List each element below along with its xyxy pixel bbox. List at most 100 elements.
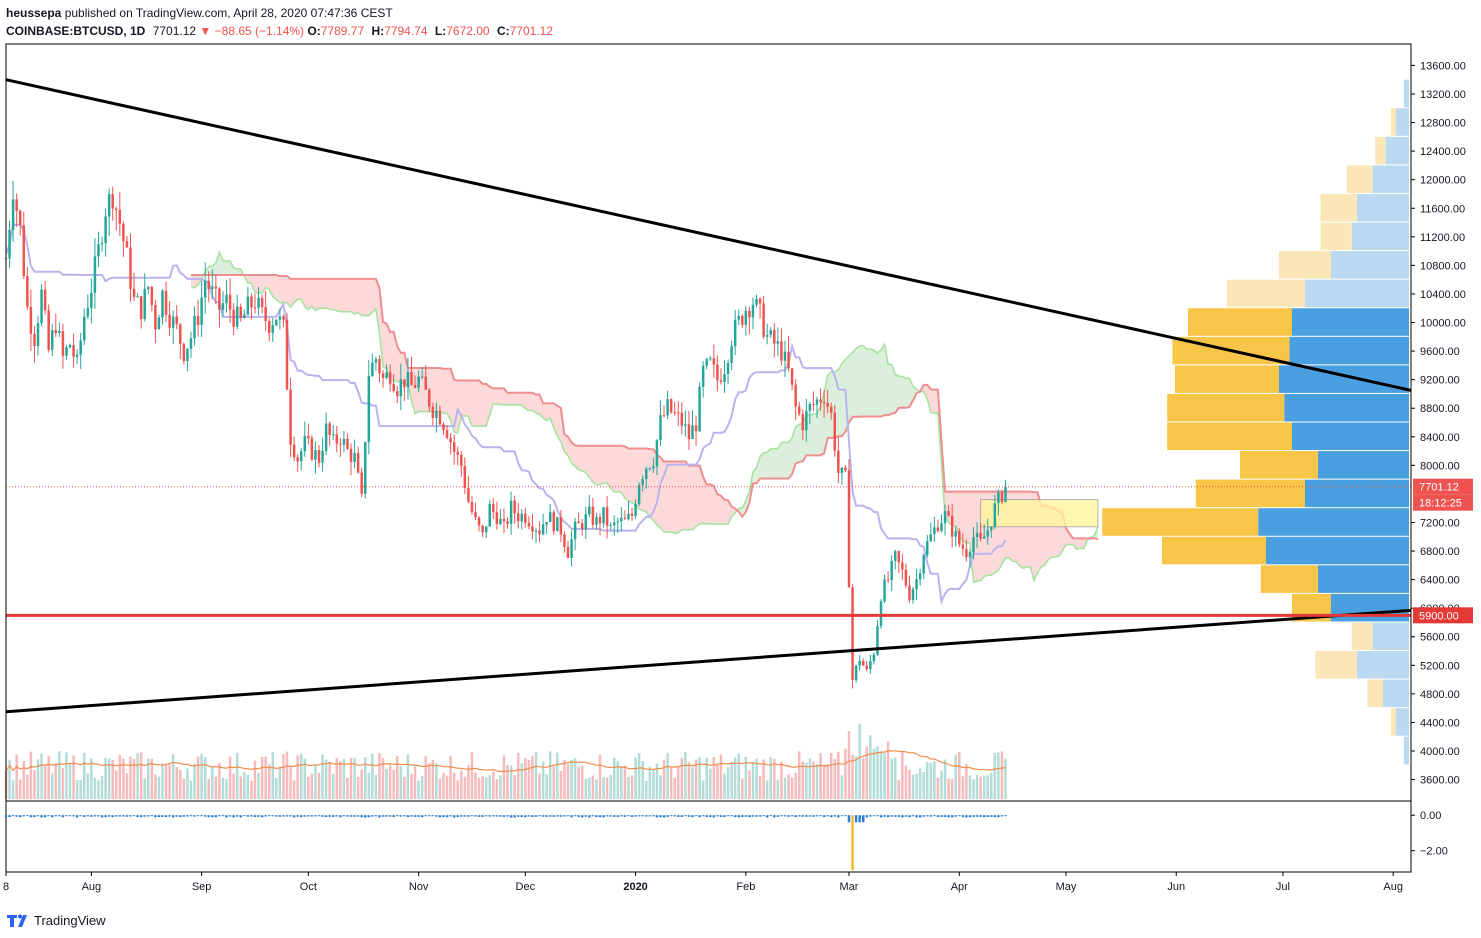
oscillator-bar (47, 815, 50, 817)
vp-down-bar (1175, 365, 1279, 393)
vp-up-bar (1305, 279, 1409, 308)
volume-bar (723, 773, 726, 799)
oscillator-bar (861, 815, 865, 823)
volume-bar (993, 752, 997, 799)
vp-down-bar (1367, 679, 1383, 708)
oscillator-bar (513, 815, 516, 818)
volume-bar (890, 758, 893, 799)
candle-body (869, 661, 872, 670)
symbol-label[interactable]: COINBASE:BTCUSD, 1D (6, 24, 146, 38)
volume-bar (627, 777, 630, 799)
candle-body (470, 501, 474, 512)
plot-frame (5, 43, 1412, 873)
candle-body (541, 524, 545, 535)
oscillator-bar (18, 815, 22, 818)
oscillator-bar (381, 815, 385, 817)
published-text: published on TradingView.com, April 28, … (64, 6, 393, 20)
volume-bar (1000, 751, 1004, 799)
candle-body (11, 199, 15, 230)
volume-bar (339, 761, 342, 799)
volume-bar (979, 776, 982, 799)
candle-body (570, 539, 573, 558)
oscillator-bar (360, 815, 363, 818)
volume-bar (435, 763, 438, 799)
candle-body (872, 654, 876, 662)
volume-bar (563, 759, 566, 799)
oscillator-bar (431, 815, 435, 817)
osc-tick-label: −2.00 (1420, 846, 1448, 858)
volume-bar (26, 774, 29, 799)
volume-bar (755, 758, 758, 799)
volume-bar (573, 758, 577, 799)
oscillator-bar (129, 815, 132, 817)
oscillator-bar (765, 815, 769, 818)
oscillator-bar (847, 815, 851, 823)
vp-down-bar (1102, 508, 1259, 536)
time-axis: 8 Aug Sep Oct Nov Dec 2020 Feb Mar Apr May Jun Jul Au… (3, 872, 1403, 893)
candle-body (118, 209, 122, 224)
oscillator-bar (548, 815, 552, 817)
volume-bar (662, 759, 666, 799)
candle-body (157, 317, 161, 330)
last-price-label: 7701.12 (1419, 482, 1459, 494)
low-value: 7672.00 (446, 24, 490, 38)
volume-bar (107, 758, 111, 799)
volume-bar (282, 754, 285, 799)
price-tick-label: 4000.00 (1420, 746, 1460, 758)
candle-body (40, 289, 43, 324)
oscillator-bar (61, 815, 65, 818)
oscillator-bar (314, 815, 317, 817)
oscillator-bar (737, 815, 740, 818)
volume-bar (812, 761, 815, 799)
candle-body (207, 280, 210, 290)
candle-body (502, 518, 506, 522)
oscillator-bar (428, 815, 431, 817)
volume-bar (54, 763, 58, 799)
candle-body (346, 438, 349, 449)
price-tick-label: 10400.00 (1420, 289, 1466, 301)
candle-body (1004, 486, 1007, 503)
oscillator-bar (876, 815, 879, 817)
oscillator-bar (986, 815, 989, 818)
candle-body (773, 330, 776, 344)
oscillator-bar (922, 815, 925, 817)
oscillator-bar (342, 815, 346, 817)
candle-body (691, 425, 694, 439)
oscillator-bar (982, 815, 986, 818)
oscillator-bar (378, 815, 381, 818)
candle-body (986, 530, 989, 537)
volume-bar (331, 773, 335, 799)
candle-body (890, 560, 893, 581)
candle-body (573, 521, 577, 540)
volume-bars (4, 724, 1007, 799)
volume-bar (865, 746, 869, 799)
volume-bar (947, 778, 950, 799)
vp-down-bar (1320, 222, 1352, 251)
volume-bar (410, 773, 413, 799)
volume-bar (65, 752, 68, 799)
oscillator-bar (499, 815, 502, 817)
oscillator-bar (339, 815, 342, 818)
volume-bar (701, 780, 705, 799)
candle-body (709, 358, 712, 360)
author-name[interactable]: heussepa (6, 6, 62, 20)
volume-bar (893, 757, 897, 799)
volume-bar (68, 763, 72, 799)
volume-bar (737, 753, 740, 799)
oscillator-bar (139, 815, 143, 818)
footer-brand[interactable]: TradingView (34, 912, 106, 928)
oscillator-bar (879, 815, 883, 818)
volume-bar (154, 774, 157, 799)
candle-body (915, 579, 918, 590)
oscillator-bar (86, 815, 90, 817)
candle-body (253, 307, 257, 309)
down-arrow-icon: ▼ (199, 24, 212, 38)
oscillator-bar (214, 815, 218, 818)
oscillator-bar (520, 815, 524, 817)
volume-bar (428, 763, 431, 799)
tradingview-logo-icon[interactable] (6, 912, 30, 928)
candle-body (331, 434, 335, 436)
candle-body (854, 665, 858, 680)
candle-body (602, 507, 605, 524)
